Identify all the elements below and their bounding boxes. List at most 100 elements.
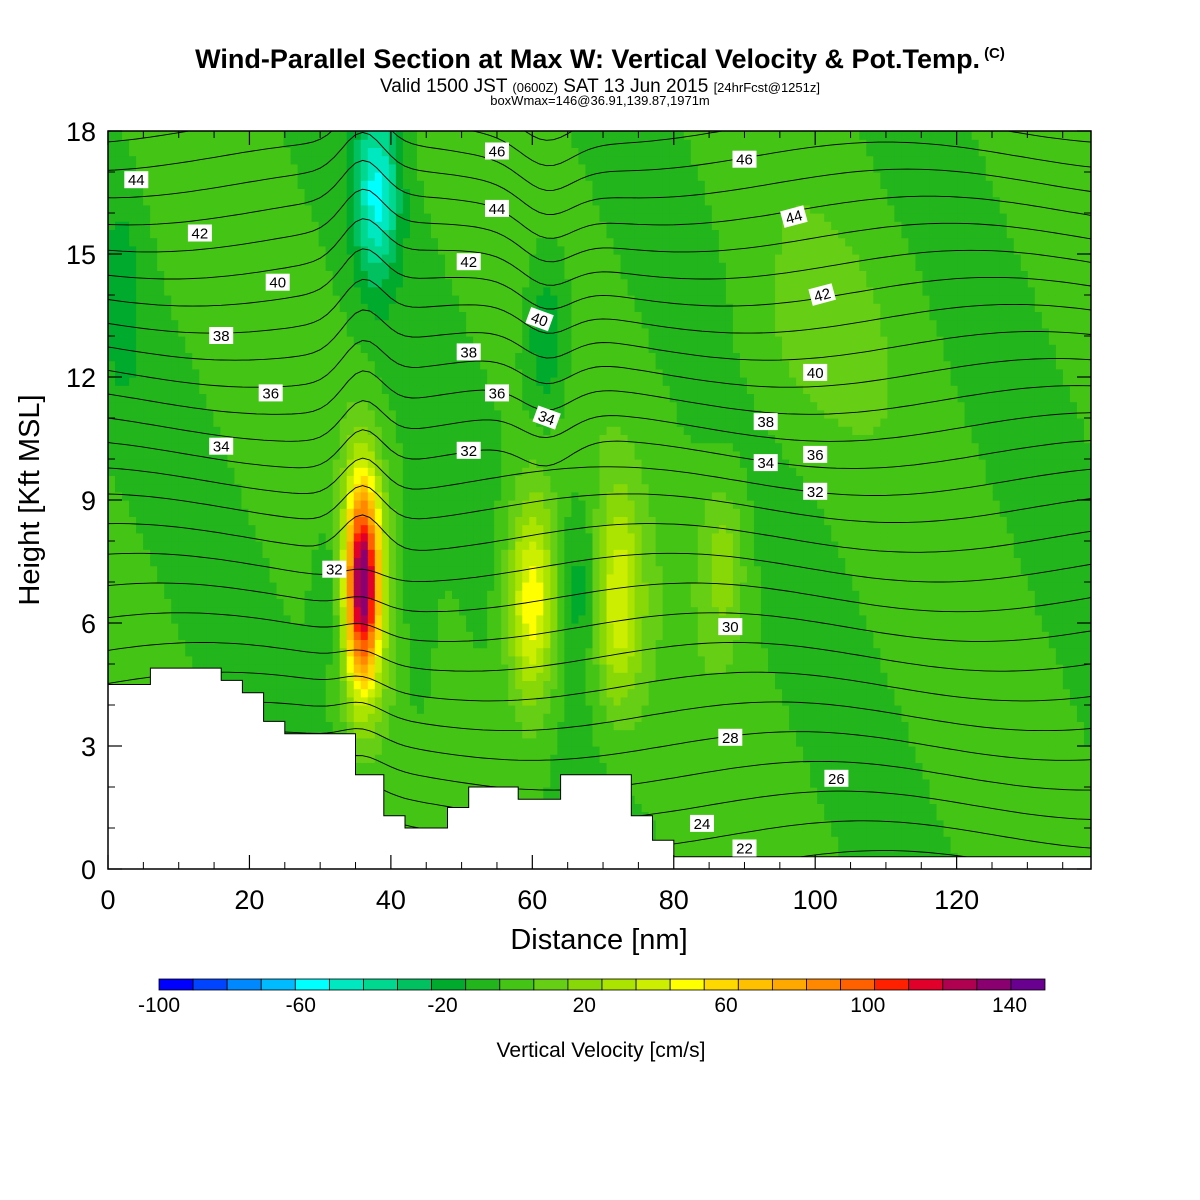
velocity-cell: [241, 565, 250, 575]
velocity-cell: [150, 229, 158, 239]
velocity-cell: [192, 639, 200, 649]
velocity-cell: [220, 254, 228, 263]
velocity-cell: [122, 336, 130, 345]
velocity-cell: [108, 295, 116, 304]
velocity-cell: [241, 393, 250, 403]
velocity-cell: [381, 204, 390, 214]
velocity-cell: [438, 262, 446, 271]
velocity-cell: [241, 614, 250, 624]
velocity-cell: [353, 623, 362, 632]
velocity-cell: [395, 491, 404, 501]
velocity-cell: [255, 450, 264, 460]
velocity-cell: [346, 377, 355, 386]
velocity-cell: [374, 278, 383, 288]
velocity-cell: [445, 360, 453, 370]
velocity-cell: [318, 442, 327, 452]
velocity-cell: [248, 426, 257, 435]
velocity-cell: [276, 655, 285, 665]
velocity-cell: [487, 573, 495, 583]
velocity-cell: [171, 500, 179, 509]
velocity-cell: [157, 147, 165, 157]
velocity-cell: [381, 500, 390, 509]
velocity-cell: [143, 377, 151, 386]
velocity-cell: [466, 327, 474, 337]
velocity-cell: [318, 131, 327, 140]
velocity-cell: [171, 303, 179, 312]
velocity-cell: [241, 131, 250, 140]
velocity-cell: [108, 286, 116, 296]
velocity-cell: [318, 336, 327, 345]
velocity-cell: [283, 664, 292, 673]
velocity-cell: [374, 459, 383, 468]
velocity-cell: [192, 172, 200, 181]
velocity-cell: [290, 598, 299, 608]
velocity-cell: [136, 401, 144, 411]
velocity-cell: [360, 524, 369, 534]
velocity-cell: [255, 336, 264, 345]
velocity-cell: [206, 270, 214, 280]
velocity-cell: [381, 639, 390, 649]
velocity-cell: [346, 680, 355, 690]
velocity-cell: [129, 532, 137, 542]
velocity-cell: [283, 295, 292, 304]
velocity-cell: [388, 737, 397, 747]
velocity-cell: [255, 303, 264, 312]
velocity-cell: [143, 393, 151, 403]
velocity-cell: [395, 221, 404, 230]
velocity-cell: [185, 180, 193, 189]
velocity-cell: [290, 450, 299, 460]
velocity-cell: [388, 229, 397, 239]
velocity-cell: [395, 565, 404, 575]
velocity-cell: [473, 377, 481, 386]
velocity-cell: [115, 557, 123, 567]
velocity-cell: [178, 598, 186, 608]
velocity-cell: [402, 672, 411, 681]
velocity-cell: [473, 721, 481, 731]
velocity-cell: [480, 459, 488, 468]
velocity-cell: [136, 647, 144, 657]
velocity-cell: [325, 467, 334, 476]
velocity-cell: [171, 172, 179, 181]
velocity-cell: [353, 532, 362, 542]
velocity-cell: [304, 713, 313, 722]
velocity-cell: [171, 557, 179, 567]
velocity-cell: [255, 180, 264, 189]
velocity-cell: [255, 139, 264, 148]
velocity-cell: [304, 549, 313, 558]
velocity-cell: [150, 614, 158, 624]
velocity-cell: [227, 163, 235, 173]
velocity-cell: [438, 459, 446, 468]
velocity-cell: [367, 180, 376, 189]
velocity-cell: [452, 278, 460, 288]
velocity-cell: [108, 639, 116, 649]
velocity-cell: [157, 368, 165, 378]
velocity-cell: [115, 524, 123, 534]
velocity-cell: [255, 573, 264, 583]
velocity-cell: [409, 795, 418, 804]
velocity-cell: [374, 188, 383, 198]
velocity-cell: [129, 491, 137, 501]
velocity-cell: [220, 664, 228, 673]
velocity-cell: [339, 631, 348, 640]
velocity-cell: [241, 426, 250, 435]
velocity-cell: [374, 385, 383, 394]
velocity-cell: [423, 196, 432, 206]
velocity-cell: [374, 172, 383, 181]
velocity-cell: [374, 688, 383, 698]
velocity-cell: [339, 516, 348, 526]
velocity-cell: [143, 565, 151, 575]
velocity-cell: [388, 221, 397, 230]
velocity-cell: [234, 319, 243, 329]
velocity-cell: [409, 163, 418, 173]
velocity-cell: [332, 204, 341, 214]
velocity-cell: [367, 327, 376, 337]
velocity-cell: [206, 647, 214, 657]
velocity-cell: [487, 368, 495, 378]
velocity-cell: [276, 213, 285, 222]
velocity-cell: [374, 319, 383, 329]
velocity-cell: [452, 262, 460, 271]
velocity-cell: [487, 770, 495, 780]
velocity-cell: [494, 557, 502, 567]
velocity-cell: [416, 139, 425, 148]
velocity-cell: [311, 270, 320, 280]
